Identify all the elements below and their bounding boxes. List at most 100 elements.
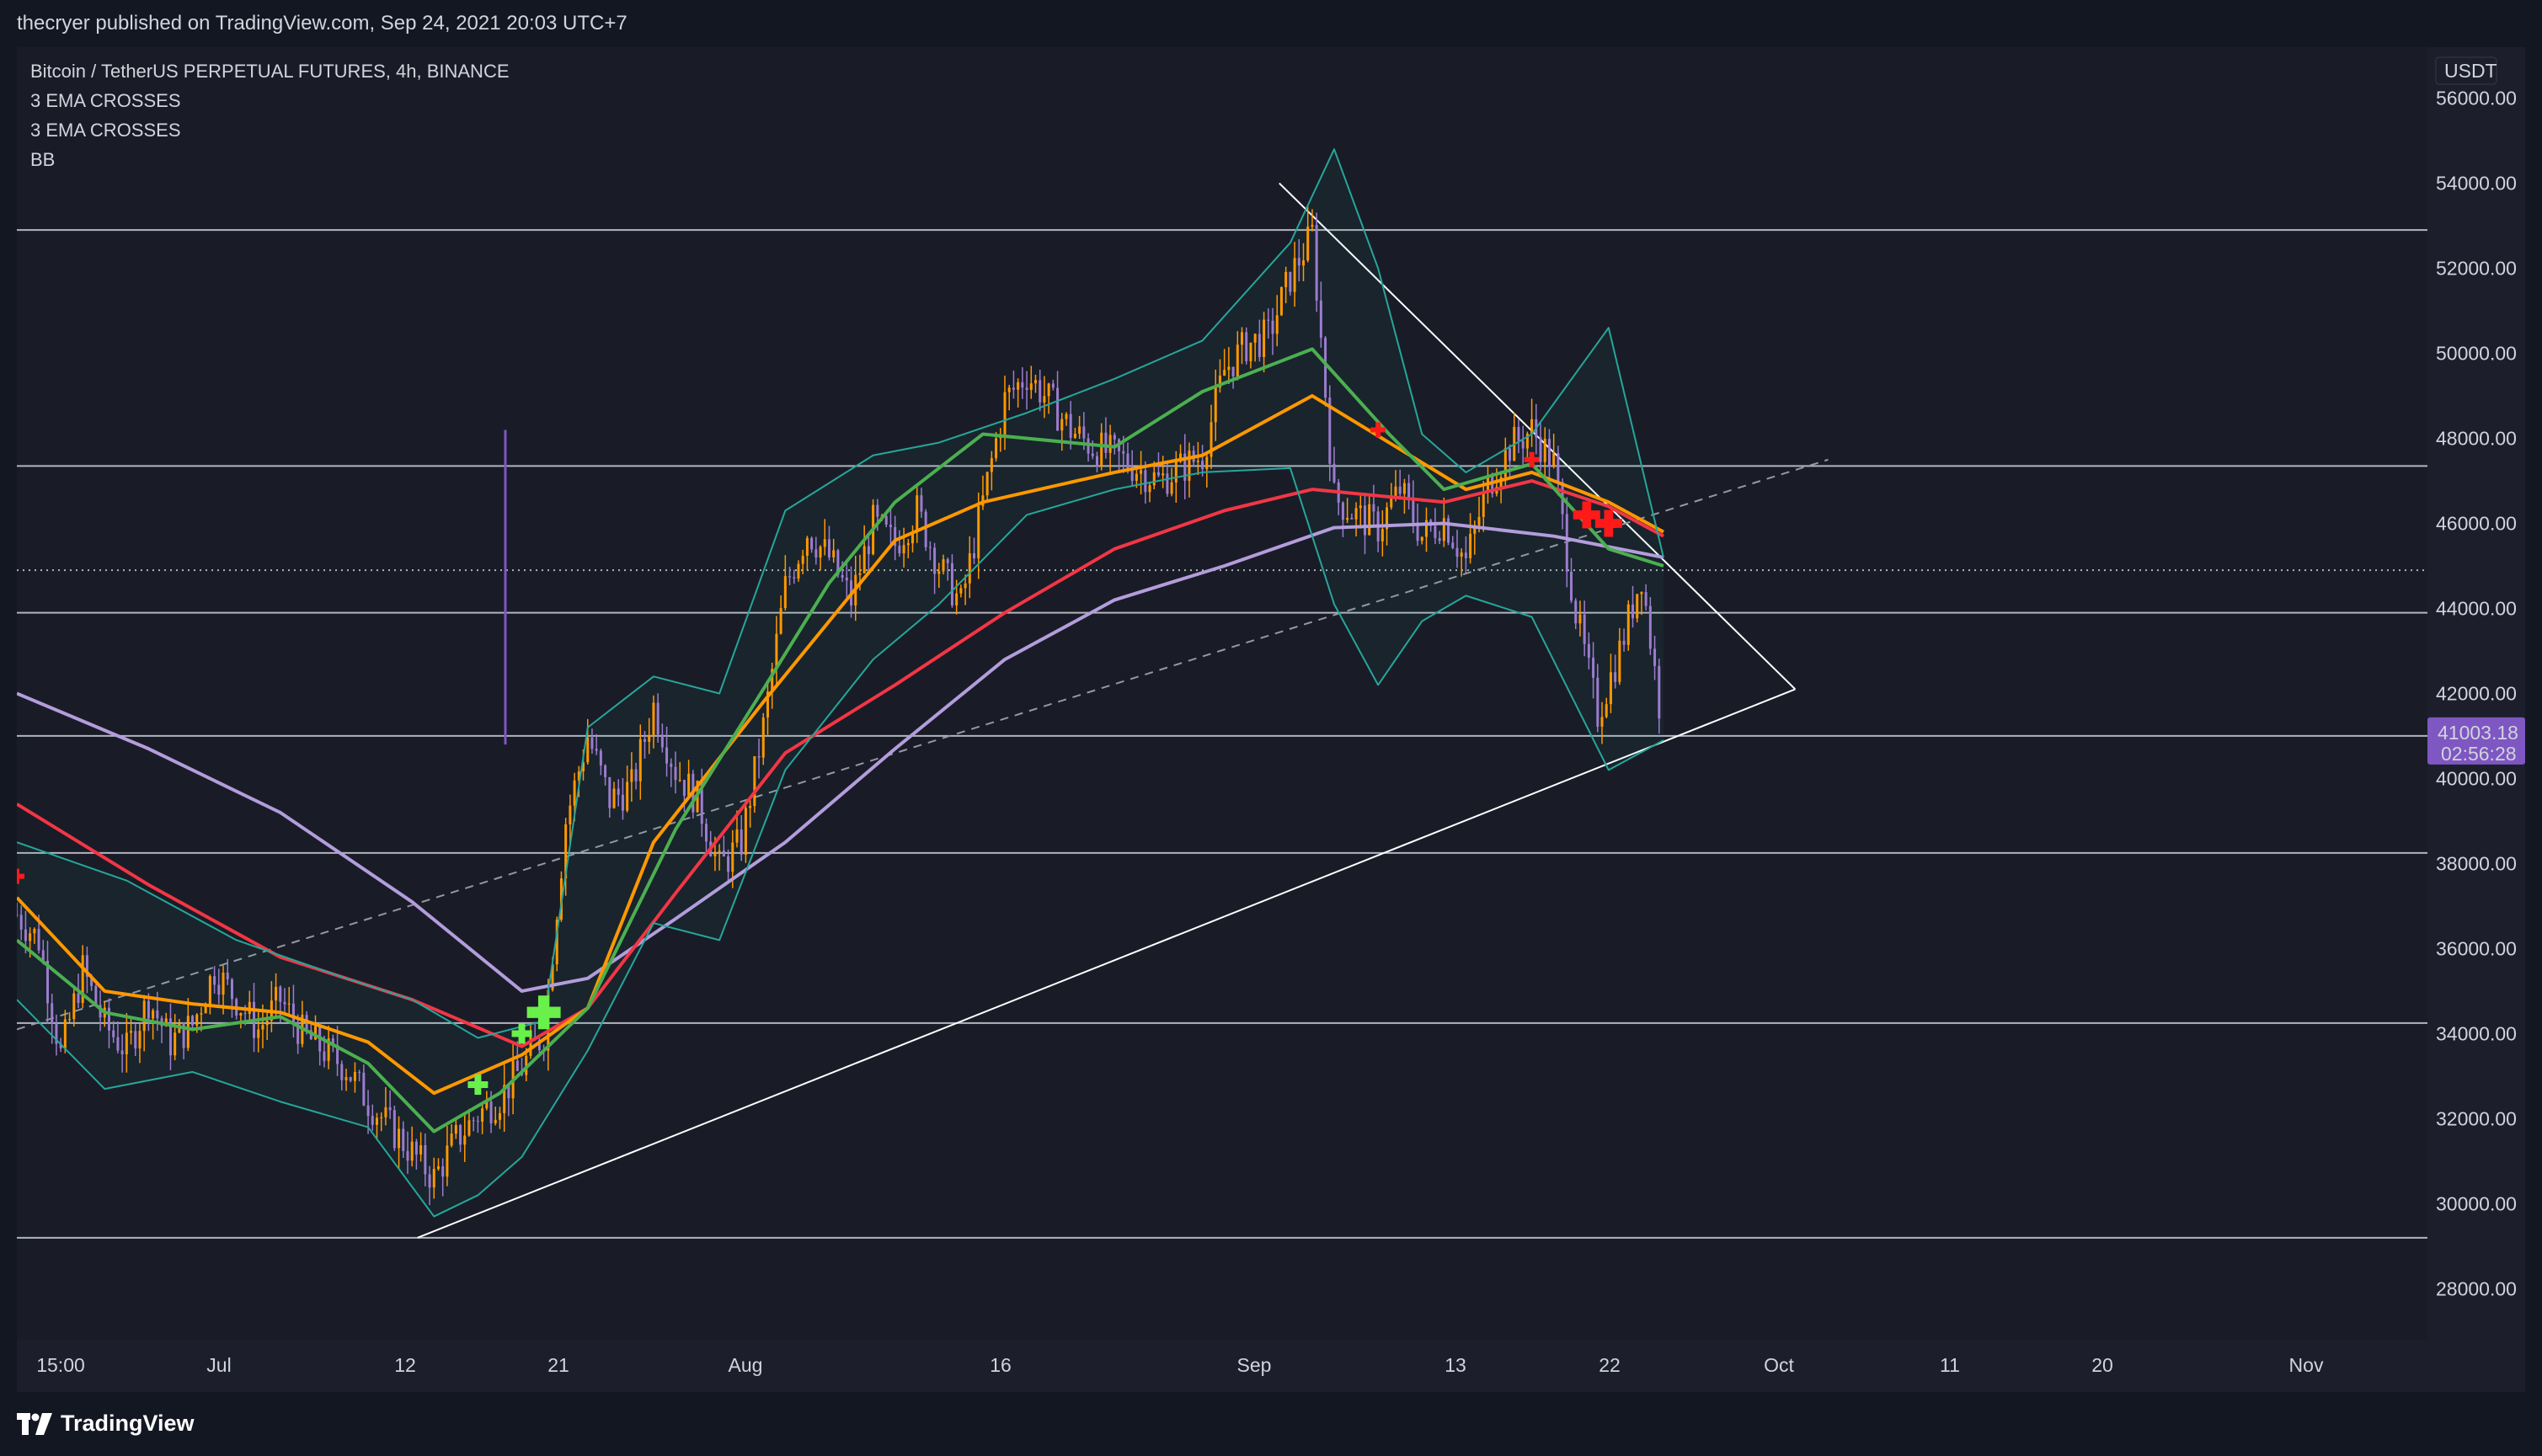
candle-body[interactable] bbox=[164, 1018, 168, 1027]
candle-body[interactable] bbox=[1386, 507, 1389, 530]
candle-body[interactable] bbox=[735, 829, 739, 843]
candle-body[interactable] bbox=[380, 1117, 383, 1118]
candle-body[interactable] bbox=[1100, 432, 1103, 467]
candle-body[interactable] bbox=[898, 546, 901, 554]
candle-body[interactable] bbox=[1592, 657, 1595, 678]
candle-body[interactable] bbox=[99, 1005, 102, 1018]
candle-body[interactable] bbox=[1578, 614, 1582, 624]
candle-body[interactable] bbox=[1245, 332, 1248, 361]
candle-body[interactable] bbox=[55, 1023, 58, 1044]
candle-body[interactable] bbox=[920, 495, 923, 512]
candle-body[interactable] bbox=[1156, 472, 1160, 476]
candle-body[interactable] bbox=[1183, 453, 1187, 481]
candle-body[interactable] bbox=[410, 1141, 414, 1161]
candle-body[interactable] bbox=[569, 805, 572, 824]
candle-body[interactable] bbox=[402, 1128, 405, 1151]
candle-body[interactable] bbox=[1231, 366, 1235, 376]
candle-body[interactable] bbox=[1394, 486, 1397, 499]
candle-body[interactable] bbox=[51, 1003, 54, 1024]
candle-body[interactable] bbox=[902, 545, 905, 554]
candle-body[interactable] bbox=[797, 563, 800, 579]
candle-body[interactable] bbox=[1130, 468, 1134, 481]
candle-body[interactable] bbox=[687, 773, 691, 797]
candle-body[interactable] bbox=[393, 1110, 396, 1149]
candle-body[interactable] bbox=[1473, 525, 1477, 534]
candle-body[interactable] bbox=[924, 511, 927, 547]
candle-body[interactable] bbox=[1082, 426, 1086, 439]
candle-body[interactable] bbox=[1640, 592, 1643, 595]
last-price-badge[interactable] bbox=[2427, 717, 2525, 765]
candle-body[interactable] bbox=[1170, 482, 1173, 494]
candle-body[interactable] bbox=[638, 739, 642, 781]
candle-body[interactable] bbox=[1491, 475, 1494, 494]
candle-body[interactable] bbox=[85, 955, 88, 978]
candle-body[interactable] bbox=[933, 547, 937, 574]
candle-body[interactable] bbox=[213, 976, 216, 985]
candle-body[interactable] bbox=[1622, 640, 1626, 645]
candle-body[interactable] bbox=[1056, 387, 1060, 431]
candle-body[interactable] bbox=[1420, 536, 1423, 541]
candle-body[interactable] bbox=[1029, 383, 1033, 391]
candle-body[interactable] bbox=[1267, 319, 1270, 321]
candle-body[interactable] bbox=[230, 979, 233, 1000]
candle-body[interactable] bbox=[771, 669, 774, 692]
candle-body[interactable] bbox=[134, 1031, 137, 1049]
candle-body[interactable] bbox=[168, 1018, 172, 1056]
candle-body[interactable] bbox=[1241, 332, 1244, 345]
time-axis[interactable] bbox=[17, 1340, 2427, 1392]
candle-body[interactable] bbox=[867, 546, 870, 555]
candle-body[interactable] bbox=[1609, 672, 1612, 705]
candle-body[interactable] bbox=[195, 1014, 199, 1026]
candle-body[interactable] bbox=[819, 547, 822, 558]
candle-body[interactable] bbox=[1144, 470, 1147, 493]
candle-body[interactable] bbox=[428, 1174, 431, 1188]
candle-body[interactable] bbox=[564, 824, 568, 879]
trendline-triangle-lower[interactable] bbox=[417, 688, 1796, 1239]
candle-body[interactable] bbox=[1007, 387, 1011, 392]
candle-body[interactable] bbox=[279, 986, 282, 1002]
candle-body[interactable] bbox=[990, 458, 993, 472]
candle-body[interactable] bbox=[1543, 439, 1546, 462]
candle-body[interactable] bbox=[37, 929, 40, 951]
candle-body[interactable] bbox=[674, 766, 677, 781]
candle-body[interactable] bbox=[1368, 504, 1371, 536]
candle-body[interactable] bbox=[1424, 520, 1428, 537]
candle-body[interactable] bbox=[1442, 518, 1445, 541]
candle-body[interactable] bbox=[775, 633, 778, 669]
candle-body[interactable] bbox=[744, 808, 747, 855]
candle-body[interactable] bbox=[125, 1032, 128, 1055]
candle-body[interactable] bbox=[1460, 552, 1463, 557]
currency-badge[interactable] bbox=[2435, 56, 2497, 85]
candle-body[interactable] bbox=[555, 920, 558, 965]
candle-body[interactable] bbox=[1017, 381, 1020, 390]
candle-body[interactable] bbox=[1570, 571, 1573, 601]
candle-body[interactable] bbox=[793, 577, 796, 579]
candle-body[interactable] bbox=[590, 737, 594, 749]
candle-body[interactable] bbox=[1636, 594, 1639, 619]
candle-body[interactable] bbox=[801, 555, 804, 564]
candle-body[interactable] bbox=[779, 608, 782, 634]
candle-body[interactable] bbox=[1530, 419, 1534, 435]
candle-body[interactable] bbox=[858, 573, 862, 575]
candle-body[interactable] bbox=[1583, 614, 1586, 644]
candle-body[interactable] bbox=[1033, 380, 1037, 384]
candle-body[interactable] bbox=[1464, 552, 1467, 558]
candle-body[interactable] bbox=[1073, 434, 1076, 438]
candle-body[interactable] bbox=[261, 1025, 264, 1030]
candle-body[interactable] bbox=[441, 1166, 445, 1177]
candle-body[interactable] bbox=[142, 1000, 146, 1032]
candle-body[interactable] bbox=[1469, 533, 1472, 558]
candle-body[interactable] bbox=[1517, 426, 1520, 441]
candle-body[interactable] bbox=[1135, 473, 1138, 481]
candle-body[interactable] bbox=[476, 1121, 479, 1123]
candle-body[interactable] bbox=[1600, 717, 1604, 727]
series-bb-basis[interactable] bbox=[17, 521, 1664, 993]
candle-body[interactable] bbox=[243, 1013, 247, 1015]
candle-body[interactable] bbox=[740, 829, 743, 855]
candle-body[interactable] bbox=[1434, 525, 1437, 539]
tradingview-logo[interactable]: TradingView bbox=[17, 1411, 195, 1437]
candle-body[interactable] bbox=[1557, 453, 1560, 483]
candle-body[interactable] bbox=[29, 933, 32, 941]
candle-body[interactable] bbox=[436, 1166, 440, 1170]
candle-body[interactable] bbox=[665, 747, 669, 764]
